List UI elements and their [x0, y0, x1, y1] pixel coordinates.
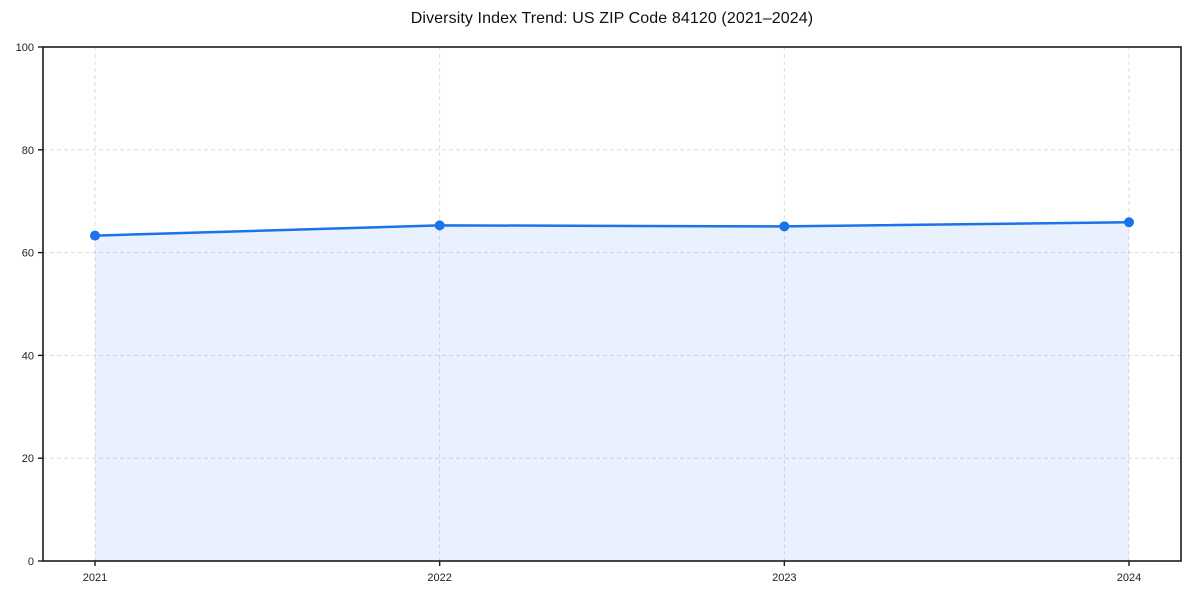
chart-title: Diversity Index Trend: US ZIP Code 84120…	[410, 10, 814, 27]
x-tick-label: 2022	[427, 572, 451, 584]
x-tick-label: 2024	[1117, 572, 1141, 584]
y-tick-label: 80	[22, 145, 34, 157]
y-tick-label: 40	[22, 350, 34, 362]
plot-frame	[42, 46, 1182, 562]
area-fill	[95, 222, 1129, 562]
data-point-2022	[434, 220, 445, 231]
y-tick-label: 60	[22, 248, 34, 260]
data-point-2023	[779, 221, 790, 232]
data-point-2021	[90, 230, 100, 241]
y-tick-label: 100	[16, 42, 34, 54]
x-tick-label: 2023	[772, 572, 796, 584]
trend-line	[93, 221, 1131, 237]
y-tick-label: 20	[22, 453, 34, 465]
data-point-2024	[1124, 217, 1134, 228]
y-tick-label: 0	[28, 556, 34, 568]
x-tick-label: 2021	[83, 572, 107, 584]
